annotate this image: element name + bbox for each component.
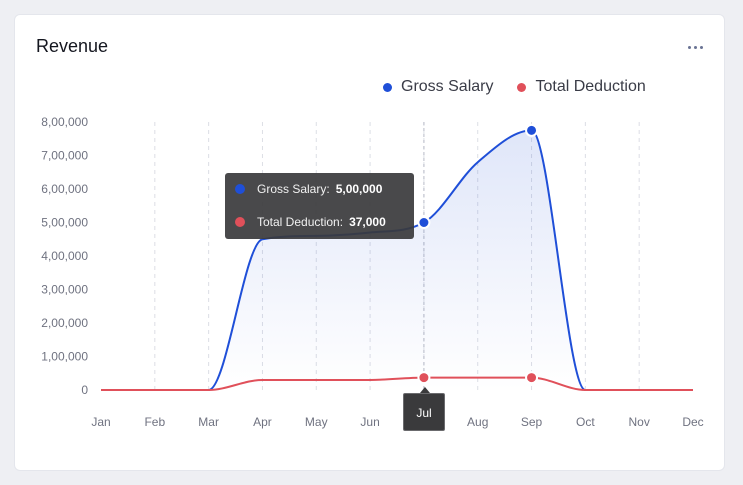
tooltip-label-total-deduction: Total Deduction: (257, 215, 344, 229)
x-tick-label-mar: Mar (198, 415, 219, 429)
y-tick-label: 8,00,000 (41, 115, 88, 129)
legend-label-gross-salary: Gross Salary (401, 78, 494, 95)
legend-dot-gross-salary (383, 82, 392, 92)
x-tick-label-sep: Sep (521, 415, 543, 429)
legend-item-total-deduction[interactable]: Total Deduction (517, 78, 646, 96)
x-tick-label-nov: Nov (629, 415, 650, 429)
tooltip-dot-total-deduction (235, 217, 245, 227)
chart-tooltip: Gross Salary: 5,00,000 Total Deduction: … (225, 173, 414, 239)
card-title: Revenue (36, 36, 109, 56)
x-tick-label-jun: Jun (360, 415, 379, 429)
tooltip-row-gross-salary: Gross Salary: 5,00,000 (235, 182, 382, 196)
y-tick-label: 5,00,000 (41, 216, 88, 230)
x-tick-label-oct: Oct (576, 415, 595, 429)
x-tick-label-apr: Apr (253, 415, 272, 429)
legend-label-total-deduction: Total Deduction (535, 78, 646, 95)
tooltip-value-gross-salary: 5,00,000 (335, 182, 383, 196)
x-tooltip-arrow (420, 387, 430, 393)
x-tick-label-aug: Aug (467, 415, 488, 429)
x-tick-label-jan: Jan (91, 415, 110, 429)
tooltip-value-total-deduction: 37,000 (349, 215, 386, 229)
chart-legend: Gross Salary Total Deduction (383, 78, 670, 96)
legend-item-gross-salary[interactable]: Gross Salary (383, 78, 493, 96)
y-tick-label: 0 (81, 383, 88, 397)
y-tick-label: 2,00,000 (41, 316, 88, 330)
x-tick-label-dec: Dec (682, 415, 703, 429)
more-options-icon[interactable] (685, 39, 707, 55)
series-line-total-deduction (101, 376, 693, 391)
y-tick-label: 3,00,000 (41, 283, 88, 297)
y-tick-label: 1,00,000 (41, 350, 88, 364)
point-marker-total-deduction-sep (525, 371, 539, 385)
point-marker-total-deduction-jul (417, 371, 431, 385)
point-marker-gross-salary-sep (525, 123, 539, 137)
point-marker-gross-salary-jul (417, 216, 431, 229)
tooltip-dot-gross-salary (235, 184, 245, 194)
x-tick-label-feb: Feb (144, 415, 165, 429)
tooltip-label-gross-salary: Gross Salary: (257, 182, 330, 196)
area-fill-gross-salary (101, 130, 693, 390)
legend-dot-total-deduction (517, 82, 527, 92)
y-tick-label: 7,00,000 (41, 149, 88, 163)
x-axis-tooltip: Jul (403, 393, 445, 431)
y-tick-label: 6,00,000 (41, 182, 88, 196)
y-tick-label: 4,00,000 (41, 249, 88, 263)
x-tick-label-may: May (305, 415, 328, 429)
tooltip-row-total-deduction: Total Deduction: 37,000 (235, 215, 386, 229)
